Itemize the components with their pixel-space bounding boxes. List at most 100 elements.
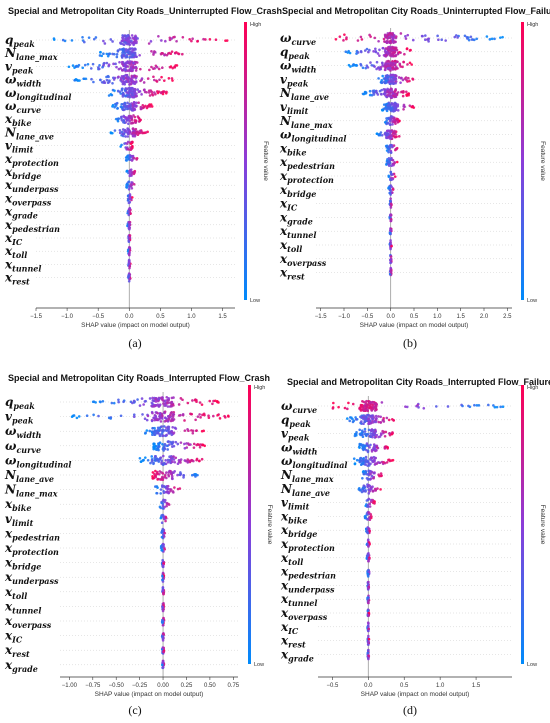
shap-point (156, 477, 160, 481)
shap-point (490, 37, 494, 41)
shap-point (385, 74, 389, 77)
shap-point (74, 77, 78, 81)
shap-point (406, 63, 409, 66)
shap-point (169, 52, 173, 56)
shap-point (163, 485, 167, 489)
shap-point (192, 446, 196, 449)
shap-point (217, 401, 220, 404)
shap-point (127, 239, 131, 242)
shap-point (161, 513, 164, 517)
shap-point (382, 107, 386, 111)
shap-point (189, 443, 192, 446)
shap-point (165, 502, 169, 506)
shap-point (183, 419, 186, 422)
shap-point (133, 119, 137, 122)
shap-point (127, 227, 131, 230)
shap-point (172, 413, 175, 416)
shap-point (129, 47, 132, 50)
shap-point (127, 221, 131, 224)
shap-point (370, 414, 373, 418)
colorbar-low-label: Low (250, 298, 260, 304)
shap-point (392, 163, 395, 167)
shap-point (154, 400, 158, 403)
shap-point (360, 429, 364, 432)
shap-point (363, 430, 367, 433)
shap-point (107, 75, 110, 79)
panel-letter: (b) (403, 336, 417, 350)
shap-point (394, 147, 398, 151)
shap-point (130, 95, 134, 99)
shap-point (377, 133, 381, 137)
shap-point (70, 39, 74, 42)
shap-point (388, 191, 391, 195)
shap-point (162, 90, 166, 93)
shap-point (164, 404, 168, 407)
x-tick-label: −1.00 (62, 683, 78, 689)
shap-point (501, 35, 504, 39)
shap-point (182, 474, 186, 477)
shap-point (140, 93, 143, 96)
shap-point (369, 470, 373, 473)
shap-point (367, 417, 370, 420)
shap-point (394, 35, 398, 38)
shap-point (207, 416, 211, 420)
shap-point (140, 77, 144, 80)
shap-point (167, 427, 171, 431)
shap-point (134, 76, 138, 80)
shap-point (147, 89, 151, 92)
shap-point (191, 37, 194, 40)
shap-point (388, 432, 391, 435)
shap-point (136, 130, 139, 134)
shap-point (138, 404, 142, 407)
shap-point (499, 36, 502, 39)
shap-point (380, 88, 383, 92)
shap-point (131, 79, 134, 82)
feature-label: xIC (4, 231, 23, 247)
shap-point (127, 201, 131, 205)
shap-point (177, 460, 181, 464)
shap-point (120, 119, 124, 122)
shap-point (166, 444, 169, 448)
shap-point (401, 78, 405, 82)
shap-point (139, 107, 143, 111)
shap-point (151, 433, 154, 436)
shap-panel-3: Special and Metropolitan City Roads_Inte… (4, 373, 273, 717)
shap-point (148, 429, 152, 433)
shap-point (161, 578, 164, 582)
shap-point (143, 131, 146, 135)
shap-point (377, 420, 380, 424)
shap-point (198, 401, 202, 404)
shap-point (151, 93, 155, 97)
shap-point (130, 159, 134, 162)
shap-point (161, 507, 165, 510)
shap-point (395, 160, 399, 164)
shap-point (367, 50, 370, 54)
shap-point (394, 103, 397, 107)
shap-point (363, 486, 367, 489)
shap-point (185, 442, 188, 445)
shap-point (186, 401, 190, 405)
shap-point (371, 400, 374, 404)
shap-point (160, 459, 163, 462)
shap-point (389, 73, 393, 77)
shap-point (386, 104, 389, 107)
shap-point (111, 40, 114, 43)
colorbar-title: Feature value (539, 141, 546, 181)
shap-point (399, 65, 402, 68)
shap-point (103, 42, 107, 45)
shap-point (365, 64, 369, 67)
shap-point (143, 417, 147, 421)
shap-point (365, 47, 369, 51)
shap-point (501, 405, 505, 408)
shap-point (397, 135, 401, 138)
shap-point (154, 444, 157, 448)
shap-point (150, 49, 153, 53)
shap-point (130, 183, 134, 187)
shap-point (132, 415, 136, 419)
shap-point (208, 38, 212, 41)
shap-point (415, 404, 418, 408)
shap-point (127, 224, 131, 228)
shap-point (394, 74, 398, 78)
shap-point (194, 418, 197, 422)
shap-point (367, 601, 370, 605)
